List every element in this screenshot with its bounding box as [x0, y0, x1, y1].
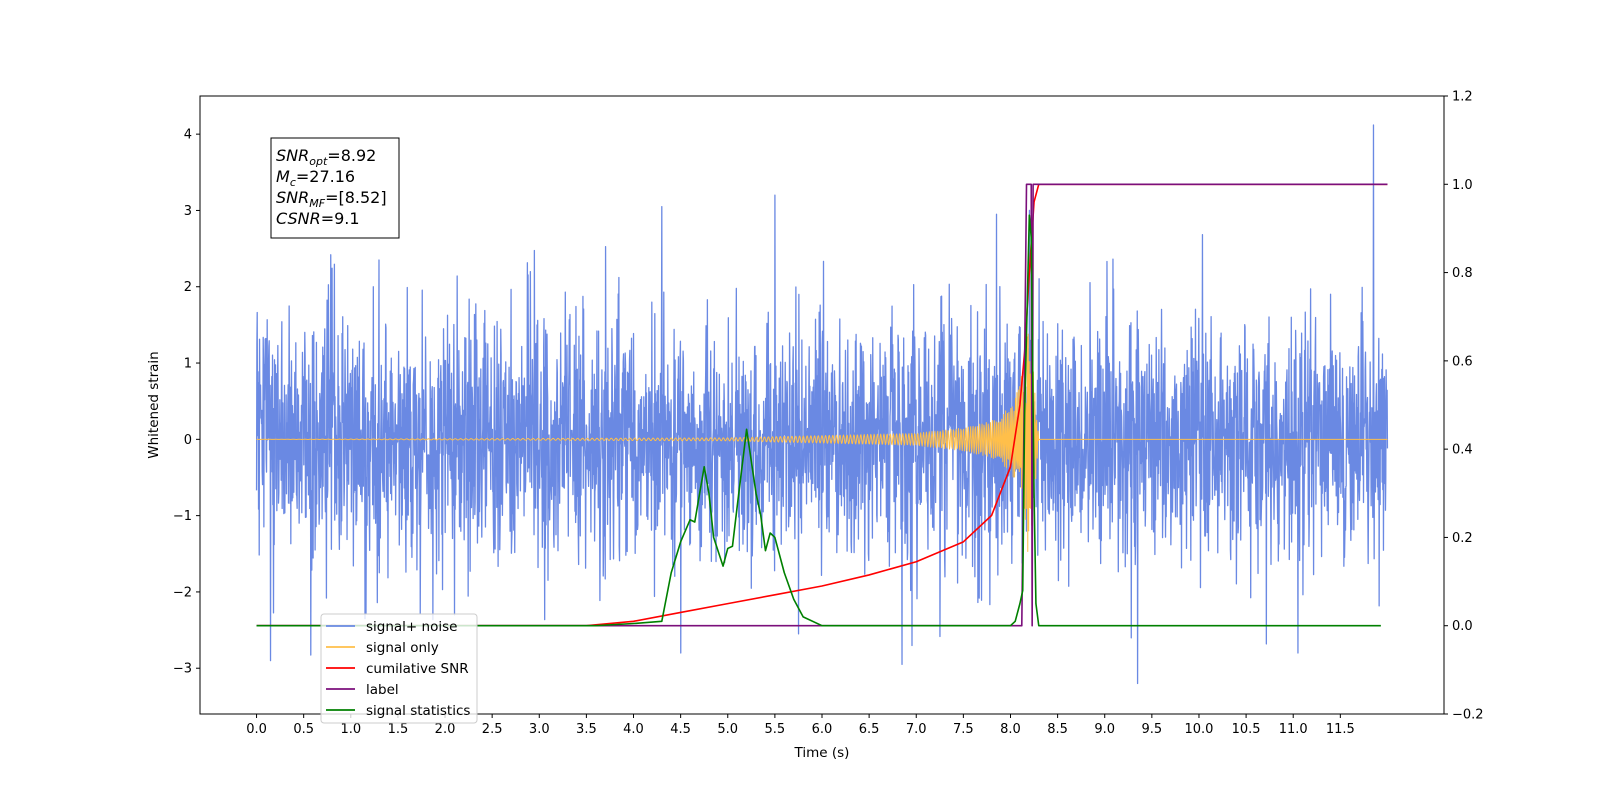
- y-right-tick-label: 0.0: [1452, 619, 1473, 634]
- x-tick-label: 0.5: [293, 722, 314, 737]
- x-tick-label: 1.5: [388, 722, 409, 737]
- legend-label: signal only: [366, 640, 439, 656]
- x-axis-label: Time (s): [794, 745, 850, 761]
- x-tick-label: 1.0: [340, 722, 361, 737]
- annotation-line: CSNR=9.1: [276, 209, 360, 228]
- annotation-line: Mc=27.16: [276, 167, 355, 189]
- x-tick-label: 5.5: [765, 722, 786, 737]
- series-line-3: [256, 183, 1388, 627]
- legend-frame: [320, 613, 478, 724]
- x-tick-label: 2.0: [435, 722, 456, 737]
- x-tick-label: 11.0: [1279, 722, 1308, 737]
- x-tick-label: 4.5: [670, 722, 691, 737]
- legend-label: cumilative SNR: [366, 661, 469, 677]
- annotation-line: SNRopt=8.92: [276, 146, 376, 168]
- y-axis-label-left: Whitened strain: [146, 351, 162, 458]
- x-tick-label: 2.5: [482, 722, 503, 737]
- series-line-2: [256, 333, 1388, 553]
- y-left-tick-label: 3: [184, 204, 192, 219]
- x-tick-label: 3.5: [576, 722, 597, 737]
- y-right-tick-label: −0.2: [1452, 708, 1484, 723]
- y-left-tick-label: −1: [173, 509, 192, 524]
- x-tick-label: 9.5: [1142, 722, 1163, 737]
- y-left-tick-label: 4: [184, 128, 192, 143]
- y-left-tick-label: 1: [184, 357, 192, 372]
- x-tick-label: 7.0: [906, 722, 927, 737]
- x-tick-label: 0.0: [246, 722, 267, 737]
- series-layer: [255, 124, 1389, 685]
- x-tick-label: 8.5: [1047, 722, 1068, 737]
- y-right-tick-label: 1.2: [1452, 90, 1473, 105]
- x-tick-label: 10.0: [1184, 722, 1213, 737]
- x-axis: 0.0 0.5 1.0 1.5 2.0 2.5 3.0 3.5 4.0 4.5 5.0 5.5 6.0 6…: [246, 714, 1355, 737]
- series-line-1: [255, 124, 1389, 685]
- x-tick-label: 6.0: [812, 722, 833, 737]
- y-right-tick-label: 0.6: [1452, 354, 1473, 369]
- annotation-line: SNRMF=[8.52]: [276, 188, 387, 210]
- annotation-box-frame: [270, 137, 400, 239]
- y-left-tick-label: −2: [173, 585, 192, 600]
- legend: signal+ noise signal only cumilative SNR la…: [320, 613, 478, 724]
- y-left-tick-label: 2: [184, 280, 192, 295]
- y-axis-left: −3 −2 −1 0 1 2 3 4: [173, 128, 200, 677]
- x-tick-label: 9.0: [1094, 722, 1115, 737]
- legend-label: signal+ noise: [366, 619, 457, 635]
- y-axis-right: −0.2 0.0 0.2 0.4 0.6 0.8 1.0 1.2: [1444, 90, 1484, 723]
- series-line-5: [256, 214, 1381, 627]
- legend-label: signal statistics: [366, 703, 470, 719]
- x-tick-label: 8.0: [1000, 722, 1021, 737]
- y-right-tick-label: 1.0: [1452, 178, 1473, 193]
- x-tick-label: 11.5: [1326, 722, 1355, 737]
- x-tick-label: 5.0: [717, 722, 738, 737]
- y-left-tick-label: −3: [173, 662, 192, 677]
- y-left-tick-label: 0: [184, 433, 192, 448]
- x-tick-label: 6.5: [859, 722, 880, 737]
- x-tick-label: 7.5: [953, 722, 974, 737]
- legend-label: label: [366, 682, 399, 698]
- x-tick-label: 10.5: [1232, 722, 1261, 737]
- x-tick-label: 3.0: [529, 722, 550, 737]
- y-right-tick-label: 0.8: [1452, 266, 1473, 281]
- y-right-tick-label: 0.2: [1452, 531, 1473, 546]
- y-right-tick-label: 0.4: [1452, 443, 1473, 458]
- x-tick-label: 4.0: [623, 722, 644, 737]
